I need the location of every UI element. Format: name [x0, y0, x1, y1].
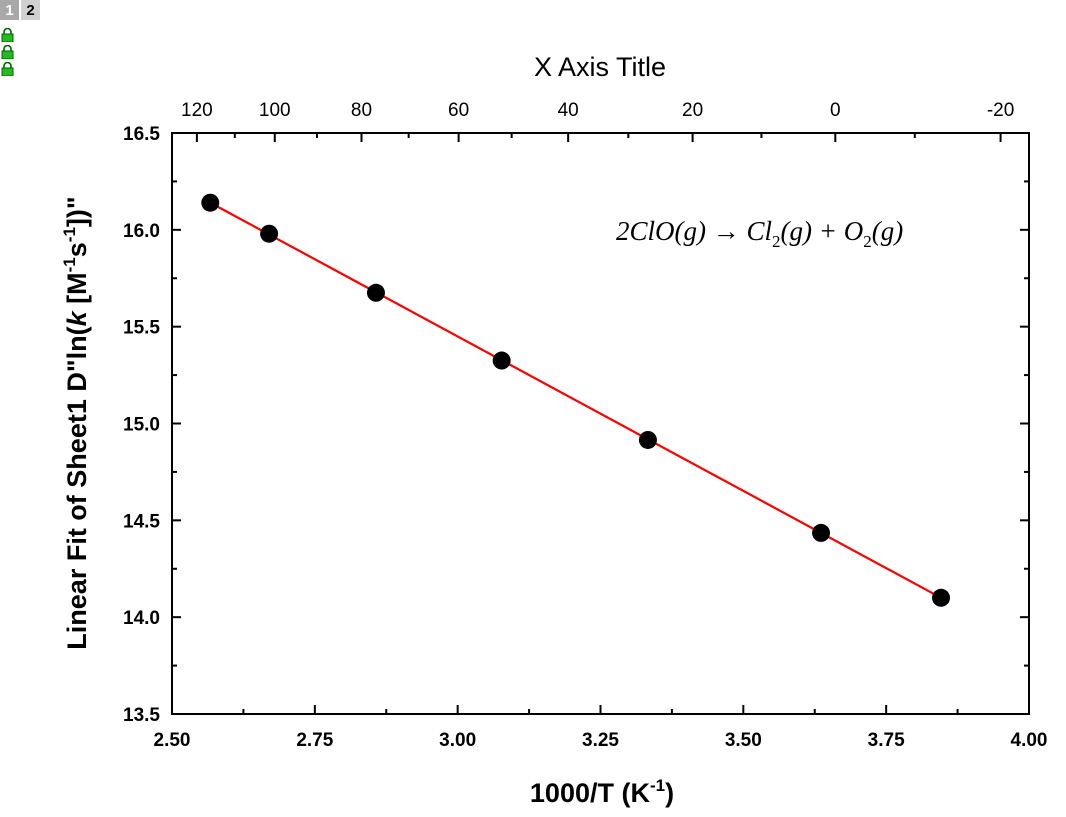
- lock-icon[interactable]: [1, 28, 14, 42]
- x-tick-label: 2.75: [296, 730, 333, 751]
- data-point: [492, 351, 511, 370]
- top-x-tick-label: 120: [181, 100, 213, 121]
- top-x-tick-label: 100: [259, 100, 291, 121]
- x-tick-label: 3.50: [725, 730, 762, 751]
- linear-fit-line: [209, 201, 942, 599]
- y-tick-label: 16.0: [123, 221, 160, 242]
- x-tick-label: 3.75: [868, 730, 905, 751]
- data-points: [201, 193, 951, 607]
- data-point: [366, 283, 385, 302]
- x-tick-label: 3.25: [582, 730, 619, 751]
- top-x-tick-label: 20: [682, 100, 703, 121]
- top-x-tick-label: 80: [351, 100, 372, 121]
- top-x-tick-label: 60: [448, 100, 469, 121]
- top-x-axis-title: X Axis Title: [534, 52, 666, 82]
- top-x-tick-label: 40: [558, 100, 579, 121]
- layer-tab-1[interactable]: 1: [0, 0, 19, 20]
- y-tick-label: 13.5: [123, 705, 160, 726]
- layer-tabs: 1 2: [0, 0, 40, 20]
- data-point: [638, 430, 657, 449]
- top-x-tick-label: 0: [830, 100, 841, 121]
- lock-icon[interactable]: [1, 62, 14, 76]
- lock-icon[interactable]: [1, 45, 14, 59]
- y-tick-label: 14.0: [123, 608, 160, 629]
- x-axis-title: 1000/T (K-1): [530, 776, 674, 808]
- y-tick-label: 16.5: [123, 124, 160, 145]
- y-axis-title: Linear Fit of Sheet1 D"ln(k [M-1s-1])": [60, 196, 92, 649]
- tick-labels: 2.50 2.75 3.00 3.25 3.50 3.75 4.00 13.5 14.0 14.5…: [123, 100, 1047, 751]
- x-tick-label: 2.50: [154, 730, 191, 751]
- data-point: [201, 193, 220, 212]
- x-tick-label: 4.00: [1011, 730, 1048, 751]
- data-point: [932, 588, 951, 607]
- x-tick-label: 3.00: [439, 730, 476, 751]
- reaction-annotation: 2ClO(g) → Cl2(g) + O2(g): [616, 216, 903, 251]
- y-tick-label: 14.5: [123, 511, 160, 532]
- y-tick-label: 15.0: [123, 415, 160, 436]
- data-point: [260, 224, 279, 243]
- y-tick-label: 15.5: [123, 318, 160, 339]
- layer-tab-2[interactable]: 2: [21, 0, 40, 20]
- lock-icons: [1, 28, 14, 76]
- plot-frame: [171, 132, 1030, 715]
- data-point: [812, 523, 831, 542]
- top-x-tick-label: -20: [987, 100, 1014, 121]
